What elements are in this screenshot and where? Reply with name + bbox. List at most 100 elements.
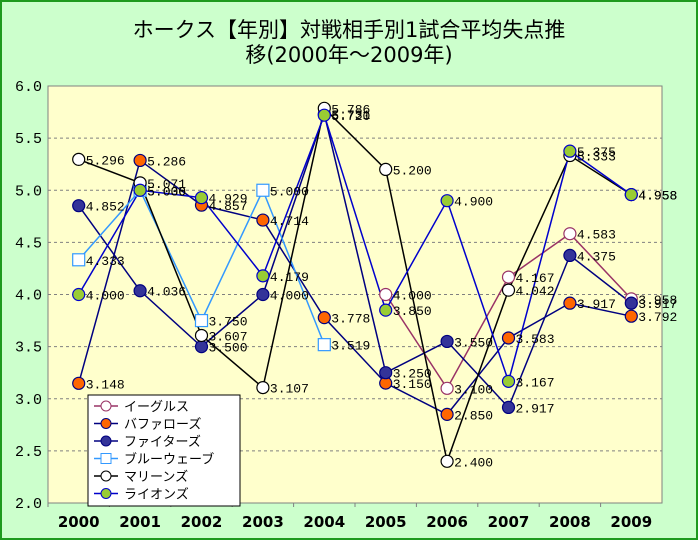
data-label: 3.778 [331, 312, 370, 327]
data-label: 4.167 [516, 271, 555, 286]
series-point [72, 287, 86, 302]
y-tick-label: 2.5 [15, 444, 42, 461]
data-label: 3.550 [454, 335, 493, 350]
series-point [379, 366, 393, 380]
data-label: 5.296 [86, 153, 125, 168]
x-tick-label: 2006 [426, 513, 468, 531]
x-tick-label: 2003 [242, 513, 284, 531]
series-point [133, 153, 147, 168]
data-label: 5.786 [331, 102, 370, 117]
series-point [194, 328, 209, 343]
series-point [256, 269, 270, 283]
series-point [72, 152, 86, 166]
series-point [440, 334, 454, 349]
data-label: 5.000 [270, 184, 309, 199]
data-label: 3.850 [393, 304, 432, 319]
data-label: 3.607 [209, 329, 248, 344]
data-label: 4.375 [577, 249, 616, 264]
legend-label: イーグルス [124, 400, 189, 415]
data-label: 4.958 [638, 189, 677, 204]
data-label: 3.583 [516, 332, 555, 347]
series-point [256, 287, 270, 302]
x-tick-label: 2001 [119, 513, 161, 531]
legend-box [87, 394, 241, 507]
series-point [133, 284, 147, 298]
data-label: 5.286 [147, 154, 186, 169]
data-label: 3.167 [516, 375, 555, 390]
data-label: 5.333 [577, 150, 616, 165]
series-point [440, 381, 454, 395]
data-label: 4.179 [270, 270, 309, 285]
data-label: 4.857 [209, 199, 248, 214]
legend-label: ブルーウェーブ [124, 452, 214, 468]
chart-title-line1: ホークス【年別】対戦相手別1試合平均失点推 [133, 18, 566, 42]
series-point [379, 287, 393, 302]
y-tick-label: 4.0 [15, 288, 42, 305]
series-point [563, 227, 577, 241]
data-label: 4.583 [577, 228, 616, 243]
legend-marker [100, 418, 112, 429]
data-label: 3.917 [577, 297, 616, 312]
data-label: 3.917 [638, 297, 677, 312]
series-point [194, 191, 209, 205]
data-label: 3.792 [638, 310, 677, 325]
x-tick-label: 2008 [549, 513, 591, 531]
legend-marker [100, 453, 112, 464]
series-line [78, 112, 632, 384]
series-point [379, 303, 393, 317]
series-point [317, 338, 331, 352]
series-point [440, 407, 454, 421]
series-point [379, 162, 393, 176]
chart-title-line2: 移(2000年～2009年) [245, 43, 452, 67]
series-point [72, 199, 86, 213]
y-tick-label: 3.0 [15, 392, 42, 409]
series-point [194, 340, 209, 354]
x-tick-label: 2009 [610, 513, 652, 531]
series-point [72, 376, 86, 390]
x-tick-label: 2002 [181, 513, 223, 531]
data-label: 4.852 [86, 200, 125, 215]
series-markers [72, 101, 638, 468]
data-label: 3.150 [393, 377, 432, 392]
series-point [501, 331, 516, 345]
series-point [440, 454, 454, 468]
data-label: 4.929 [209, 192, 248, 207]
data-label: 4.333 [86, 254, 125, 269]
series-point [501, 283, 516, 297]
x-tick-label: 2005 [365, 513, 407, 531]
series-point [440, 194, 454, 208]
series-point [624, 188, 638, 202]
legend-marker [100, 488, 112, 499]
series-line [78, 106, 632, 465]
data-label: 5.036 [147, 184, 186, 199]
series-point [563, 144, 577, 158]
data-label: 4.042 [516, 284, 555, 299]
y-tick-label: 4.5 [15, 235, 42, 252]
y-axis-ticks: 2.0 2.5 3.0 3.5 4.0 4.5 5.0 5.5 6.0 [15, 79, 42, 513]
data-label: 5.071 [147, 177, 186, 192]
series-point [317, 108, 331, 122]
data-label: 3.519 [331, 339, 370, 354]
data-label: 5.375 [577, 145, 616, 160]
data-label: 3.750 [209, 315, 248, 330]
data-label: 5.200 [393, 163, 432, 178]
data-label: 4.000 [393, 289, 432, 304]
data-label: 5.731 [331, 108, 370, 123]
series-point [501, 400, 516, 415]
series-point [133, 183, 147, 197]
data-label: 3.107 [270, 382, 309, 397]
series-point [624, 309, 638, 323]
legend-label: バファローズ [124, 417, 201, 433]
data-label: 2.917 [516, 401, 555, 416]
data-label: 5.000 [147, 184, 186, 199]
x-tick-label: 2004 [303, 513, 345, 531]
legend-marker [100, 400, 112, 412]
y-tick-label: 3.5 [15, 340, 42, 357]
series-point [256, 213, 270, 227]
series-point [194, 313, 209, 328]
data-label: 4.000 [86, 289, 125, 304]
series-line [77, 159, 632, 416]
series-point [563, 296, 577, 310]
